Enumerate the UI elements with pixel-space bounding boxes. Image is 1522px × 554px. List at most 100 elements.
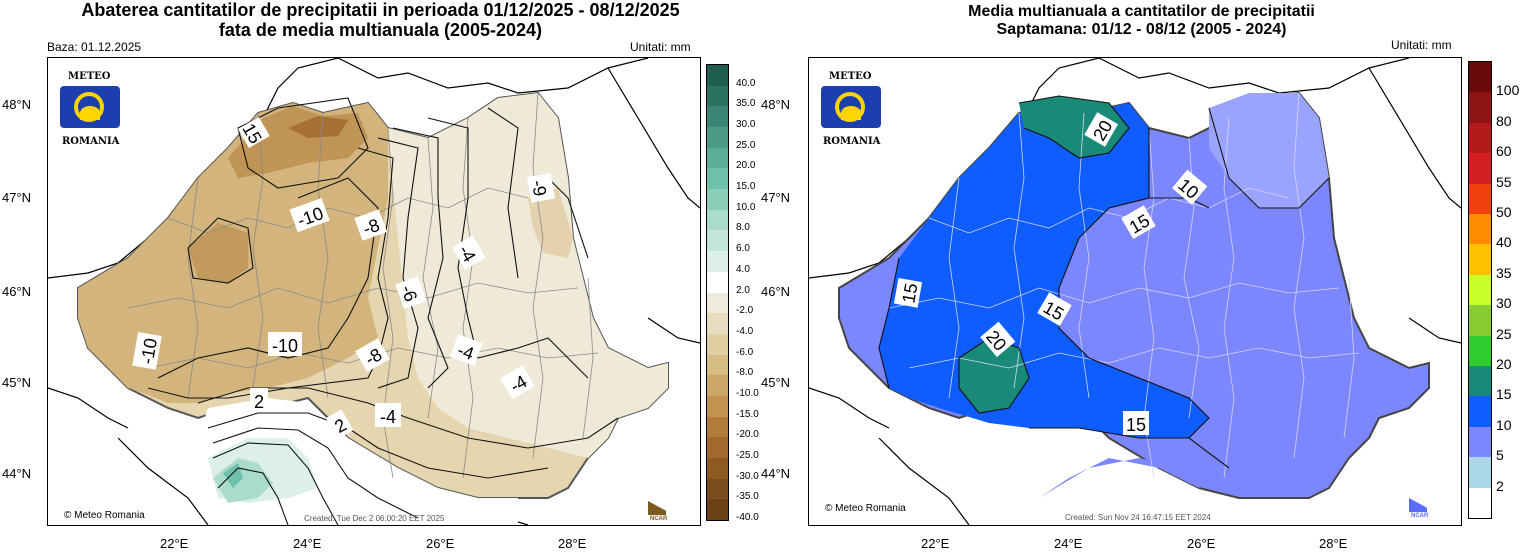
left-colorbar-label: 10.0 bbox=[736, 201, 756, 213]
right-panel: Media multianuala a cantitatilor de prec… bbox=[761, 0, 1522, 554]
right-colorbar-label: 25 bbox=[1496, 325, 1512, 342]
right-colorbar-cell bbox=[1469, 335, 1491, 367]
right-colorbar-cell bbox=[1469, 214, 1491, 245]
right-colorbar-cell bbox=[1469, 122, 1491, 154]
right-colorbar-label: 55 bbox=[1496, 173, 1512, 190]
left-contour-label: -4 bbox=[380, 407, 396, 427]
right-colorbar-label: 5 bbox=[1496, 447, 1504, 464]
right-units: Unitati: mm bbox=[1391, 38, 1452, 52]
right-colorbar-cell bbox=[1469, 62, 1491, 93]
right-lat-47: 47°N bbox=[761, 190, 791, 205]
left-colorbar-cell bbox=[707, 271, 728, 293]
right-map-canvas: 20 10 15 15 15 20 15 bbox=[809, 58, 1461, 525]
right-colorbar-label: 30 bbox=[1496, 295, 1512, 312]
right-lat-44: 44°N bbox=[761, 466, 791, 481]
left-lat-46: 46°N bbox=[2, 284, 32, 299]
left-lat-44: 44°N bbox=[2, 466, 32, 481]
left-lon-28: 28°E bbox=[558, 536, 587, 551]
left-contour-label: -10 bbox=[137, 337, 161, 366]
left-created: Created: Tue Dec 2 06:00:20 EET 2025 bbox=[304, 514, 445, 523]
right-logo-icon bbox=[821, 86, 881, 128]
left-colorbar-label: 2.0 bbox=[736, 284, 750, 296]
left-units: Unitati: mm bbox=[630, 40, 691, 54]
left-colorbar-label: 8.0 bbox=[736, 222, 750, 234]
right-colorbar-label: 10 bbox=[1496, 416, 1512, 433]
left-title-line1: Abaterea cantitatilor de precipitatii in… bbox=[81, 0, 680, 20]
left-colorbar-cell bbox=[707, 127, 728, 149]
left-colorbar-cell bbox=[707, 65, 728, 87]
left-colorbar-cell bbox=[707, 333, 728, 356]
left-colorbar-cell bbox=[707, 395, 728, 418]
right-lon-24: 24°E bbox=[1054, 536, 1083, 551]
right-colorbar-label: 35 bbox=[1496, 264, 1512, 281]
right-lon-22: 22°E bbox=[921, 536, 950, 551]
left-colorbar-cell bbox=[707, 106, 728, 128]
right-colorbar-cell bbox=[1469, 92, 1491, 124]
left-lat-45: 45°N bbox=[2, 375, 32, 390]
left-title-line2: fata de media multianuala (2005-2024) bbox=[218, 20, 543, 40]
left-lon-22: 22°E bbox=[160, 536, 189, 551]
left-colorbar-cell bbox=[707, 209, 728, 231]
right-lon-26: 26°E bbox=[1187, 536, 1216, 551]
left-contour-label: 2 bbox=[254, 392, 264, 412]
right-lat-45: 45°N bbox=[761, 375, 791, 390]
left-colorbar-label: -15.0 bbox=[736, 408, 759, 420]
right-credit: © Meteo Romania bbox=[825, 503, 906, 514]
left-colorbar-label: -10.0 bbox=[736, 387, 759, 399]
left-colorbar-cell bbox=[707, 437, 728, 459]
left-colorbar-cell bbox=[707, 85, 728, 107]
left-colorbar-cell bbox=[707, 230, 728, 252]
left-colorbar-label: -2.0 bbox=[736, 305, 754, 317]
left-colorbar-label: -20.0 bbox=[736, 429, 759, 441]
right-colorbar-cell bbox=[1469, 274, 1491, 306]
left-lon-26: 26°E bbox=[426, 536, 455, 551]
left-contour-label: -4 bbox=[455, 340, 477, 364]
left-colorbar-label: -6.0 bbox=[736, 346, 754, 358]
left-base-date: Baza: 01.12.2025 bbox=[47, 40, 142, 54]
left-colorbar-label: 30.0 bbox=[736, 119, 756, 131]
right-colorbar bbox=[1468, 61, 1492, 519]
left-colorbar-label: 35.0 bbox=[736, 98, 756, 110]
left-colorbar-cell bbox=[707, 478, 728, 500]
left-colorbar-label: 4.0 bbox=[736, 263, 750, 275]
right-colorbar-cell bbox=[1469, 426, 1491, 458]
left-colorbar-label: -35.0 bbox=[736, 491, 759, 503]
left-colorbar-cell bbox=[707, 457, 728, 480]
right-contour-label: 15 bbox=[898, 282, 921, 305]
right-colorbar-label: 2 bbox=[1496, 477, 1504, 494]
left-contour-label: -9 bbox=[528, 179, 550, 198]
left-lon-24: 24°E bbox=[293, 536, 322, 551]
left-colorbar-label: 40.0 bbox=[736, 77, 756, 89]
left-contour-label: -6 bbox=[397, 282, 421, 304]
left-colorbar-cell bbox=[707, 251, 728, 273]
left-colorbar-cell bbox=[707, 499, 728, 521]
right-colorbar-label: 80 bbox=[1496, 112, 1512, 129]
left-panel: Abaterea cantitatilor de precipitatii in… bbox=[2, 0, 759, 551]
left-colorbar-label: 20.0 bbox=[736, 160, 756, 172]
left-map: 15 -10 -8 -9 -4 -6 -10 -10 -8 -4 -4 2 2 … bbox=[47, 57, 701, 526]
right-created: Created: Sun Nov 24 16:47:15 EET 2024 bbox=[1065, 513, 1211, 522]
left-colorbar-cell bbox=[707, 375, 728, 397]
left-colorbar-label: 15.0 bbox=[736, 181, 756, 193]
right-colorbar-cell bbox=[1469, 457, 1491, 489]
right-lat-48: 48°N bbox=[761, 97, 791, 112]
left-colorbar-label: -40.0 bbox=[736, 512, 759, 523]
left-lat-47: 47°N bbox=[2, 190, 32, 205]
right-map: 20 10 15 15 15 20 15 METEO ROMANIA © Met… bbox=[808, 57, 1462, 526]
right-colorbar-cell bbox=[1469, 244, 1491, 276]
right-colorbar-label: 60 bbox=[1496, 143, 1512, 160]
left-colorbar-label: -4.0 bbox=[736, 325, 754, 337]
left-colorbar-label: -8.0 bbox=[736, 367, 754, 379]
right-logo-top-text: METEO bbox=[829, 71, 872, 82]
left-colorbar-cell bbox=[707, 313, 728, 335]
left-colorbar-cell bbox=[707, 354, 728, 376]
left-contour-label: -10 bbox=[272, 336, 298, 356]
right-colorbar-cell bbox=[1469, 396, 1491, 428]
left-colorbar-cell bbox=[707, 189, 728, 211]
right-colorbar-cell bbox=[1469, 366, 1491, 397]
right-colorbar-cell bbox=[1469, 487, 1491, 519]
left-colorbar-cell bbox=[707, 147, 728, 169]
left-colorbar-label: -25.0 bbox=[736, 449, 759, 461]
left-ncar-label: NCAR bbox=[650, 516, 668, 522]
right-ncar-label: NCAR bbox=[1411, 513, 1429, 519]
